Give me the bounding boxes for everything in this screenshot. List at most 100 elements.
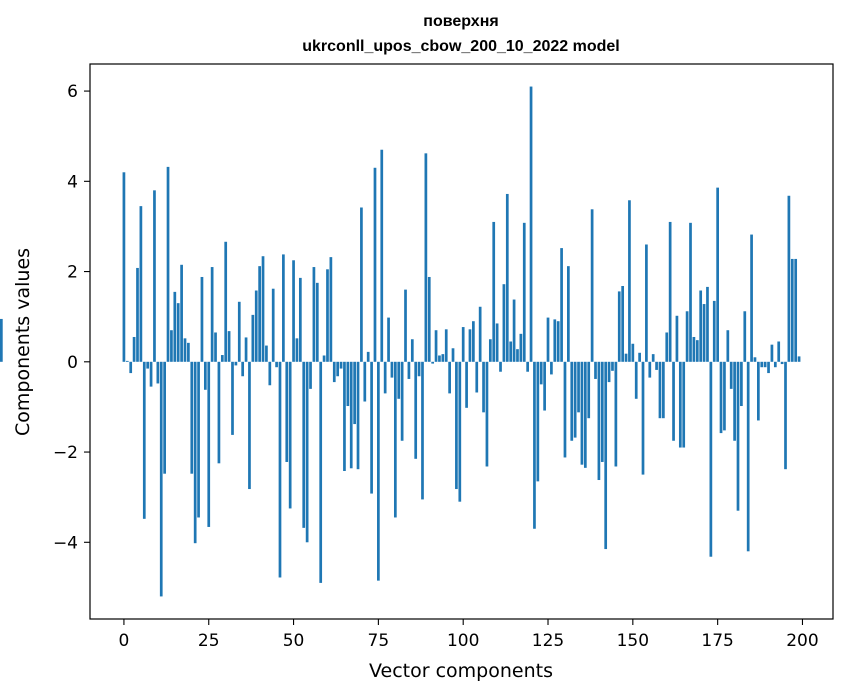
bar — [607, 361, 611, 383]
bar — [227, 331, 231, 362]
bar — [777, 341, 781, 362]
bar — [590, 209, 594, 362]
bar — [431, 361, 435, 364]
bar — [224, 241, 228, 362]
chart-title-line-1: поверхня — [423, 13, 498, 30]
bar — [482, 361, 485, 413]
bar — [183, 338, 187, 362]
bar — [668, 221, 672, 362]
bar — [617, 291, 621, 362]
bar — [553, 319, 557, 362]
bar — [288, 361, 292, 509]
bar — [587, 361, 591, 419]
bar — [702, 304, 706, 362]
y-tick-label: −2 — [53, 443, 78, 463]
bar — [129, 361, 133, 374]
bar — [763, 361, 767, 368]
x-tick-label: 150 — [617, 631, 649, 651]
bar — [390, 361, 394, 378]
bar — [353, 361, 356, 425]
bar — [655, 361, 658, 370]
bar — [733, 361, 736, 441]
bar — [139, 206, 143, 362]
bar — [349, 361, 353, 469]
bar — [743, 311, 747, 362]
bar — [448, 361, 451, 394]
bar — [468, 329, 472, 362]
y-ticks: −4 −2 0 2 4 6 — [53, 82, 90, 553]
bar — [302, 361, 306, 528]
bar — [295, 338, 299, 362]
bar — [461, 327, 465, 362]
bar — [231, 361, 234, 435]
x-tick-label: 200 — [786, 631, 818, 651]
bar — [543, 361, 546, 411]
bar — [309, 361, 312, 389]
x-tick-label: 50 — [283, 631, 305, 651]
bar — [417, 361, 421, 377]
bar — [180, 264, 183, 362]
bar — [492, 221, 496, 362]
bar — [258, 266, 261, 362]
bar — [472, 321, 475, 362]
bar — [488, 339, 492, 362]
bar — [729, 361, 733, 389]
bar — [397, 361, 401, 399]
bar — [794, 258, 798, 362]
bar — [560, 248, 563, 362]
bar — [573, 361, 577, 438]
bar — [136, 267, 139, 362]
bar — [536, 361, 540, 482]
plot-frame — [89, 63, 834, 620]
bar — [166, 166, 170, 362]
bar — [716, 187, 719, 362]
bar — [326, 269, 329, 362]
bar — [651, 354, 655, 362]
y-tick-label: 4 — [67, 172, 78, 192]
bar — [373, 167, 377, 362]
bar — [282, 254, 285, 362]
bar — [600, 361, 604, 462]
bar — [278, 361, 282, 578]
bar — [692, 336, 696, 362]
bar — [580, 361, 584, 465]
bar — [695, 340, 699, 362]
bar — [254, 290, 258, 362]
bar — [577, 361, 580, 413]
bar — [400, 361, 404, 441]
bar — [176, 303, 180, 362]
bar — [570, 361, 574, 441]
bar — [563, 361, 567, 458]
bar — [726, 330, 730, 362]
bar — [665, 332, 669, 362]
bar — [125, 360, 129, 362]
bar — [146, 361, 150, 369]
bar — [641, 361, 645, 475]
bar — [709, 361, 713, 557]
bar — [410, 339, 414, 362]
bar — [550, 361, 553, 375]
bar — [533, 361, 536, 529]
bar — [122, 172, 126, 362]
y-tick-label: 0 — [67, 353, 78, 373]
bar — [132, 336, 136, 362]
bar — [336, 361, 340, 377]
bar — [203, 361, 207, 390]
bar — [441, 354, 445, 362]
bar — [624, 353, 628, 362]
x-ticks: 0 25 50 75 100 125 150 175 200 — [119, 619, 819, 651]
bar — [678, 361, 682, 448]
bar — [322, 355, 326, 362]
bar — [611, 361, 614, 371]
bar — [393, 361, 397, 518]
y-axis-label: Components values — [12, 248, 34, 436]
bar — [170, 330, 173, 362]
x-axis-label: Vector components — [369, 660, 553, 682]
bar — [292, 260, 295, 362]
bar — [645, 244, 648, 362]
bar — [526, 361, 530, 372]
bar — [631, 343, 635, 362]
bar — [621, 286, 625, 362]
bar — [434, 330, 438, 362]
bar — [522, 222, 526, 362]
